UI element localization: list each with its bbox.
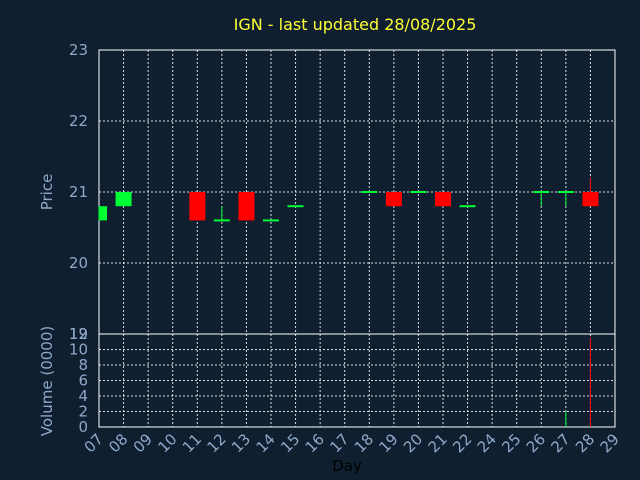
price-y-tick-label: 21: [69, 183, 88, 201]
x-tick-label: 08: [105, 430, 131, 456]
price-axis-label: Price: [38, 174, 56, 211]
candle-body: [213, 219, 230, 222]
volume-panel-frame: [98, 333, 616, 428]
volume-y-tick-label: 8: [78, 356, 88, 374]
x-tick-label: 22: [449, 430, 475, 456]
candle-body: [238, 192, 255, 221]
volume-y-tick-label: 6: [78, 372, 88, 390]
volume-y-tick-label: 2: [78, 403, 88, 421]
volume-grid: [99, 334, 615, 427]
candle-body: [435, 192, 451, 207]
x-tick-label: 17: [326, 430, 352, 456]
x-tick-label: 24: [474, 430, 500, 456]
candles-layer: [98, 177, 599, 222]
x-tick-label: 20: [400, 430, 426, 456]
price-y-tick-label: 23: [69, 41, 88, 59]
x-tick-label: 14: [253, 430, 279, 456]
x-tick-label: 16: [302, 430, 328, 456]
price-y-tick-label: 22: [69, 112, 88, 130]
volume-axis-label: Volume (0000): [38, 326, 56, 436]
x-tick-label: 26: [523, 430, 549, 456]
price-y-tick-label: 20: [69, 254, 88, 272]
volume-y-tick-label: 0: [78, 418, 88, 436]
candle-body: [115, 192, 132, 207]
candle-body: [189, 192, 206, 221]
price-y-ticks: 19 20 21 22 23: [69, 41, 88, 343]
volume-y-tick-label: 4: [78, 387, 88, 405]
candle-body: [263, 219, 279, 222]
candle-body: [361, 191, 378, 193]
chart-title: IGN - last updated 28/08/2025: [234, 15, 477, 34]
x-axis-ticks: 0708091011121314151617181920212224252627…: [81, 430, 623, 456]
x-tick-label: 13: [228, 430, 254, 456]
candle-body: [287, 205, 304, 208]
x-tick-label: 19: [375, 430, 401, 456]
x-tick-label: 11: [179, 430, 205, 456]
candle-body: [385, 192, 402, 207]
x-tick-label: 27: [547, 430, 573, 456]
x-tick-label: 10: [154, 430, 180, 456]
candle-body: [459, 205, 476, 208]
price-y-tick-label: 19: [69, 325, 88, 343]
candle-body: [582, 192, 599, 207]
x-tick-label: 09: [130, 430, 156, 456]
x-tick-label: 15: [277, 430, 303, 456]
x-tick-label: 18: [351, 430, 377, 456]
candle-body: [557, 191, 574, 193]
candle-body: [99, 206, 107, 221]
volume-y-tick-label: 10: [69, 341, 88, 359]
x-axis-label: Day: [332, 457, 362, 475]
candle-body: [533, 191, 550, 193]
x-tick-label: 21: [425, 430, 451, 456]
x-tick-label: 29: [597, 430, 623, 456]
x-tick-label: 25: [498, 430, 524, 456]
volume-y-tick-label: 12: [69, 325, 88, 343]
candle-body: [410, 191, 427, 193]
volume-bars-layer: [565, 337, 591, 427]
x-tick-label: 28: [572, 430, 598, 456]
x-tick-label: 12: [203, 430, 229, 456]
